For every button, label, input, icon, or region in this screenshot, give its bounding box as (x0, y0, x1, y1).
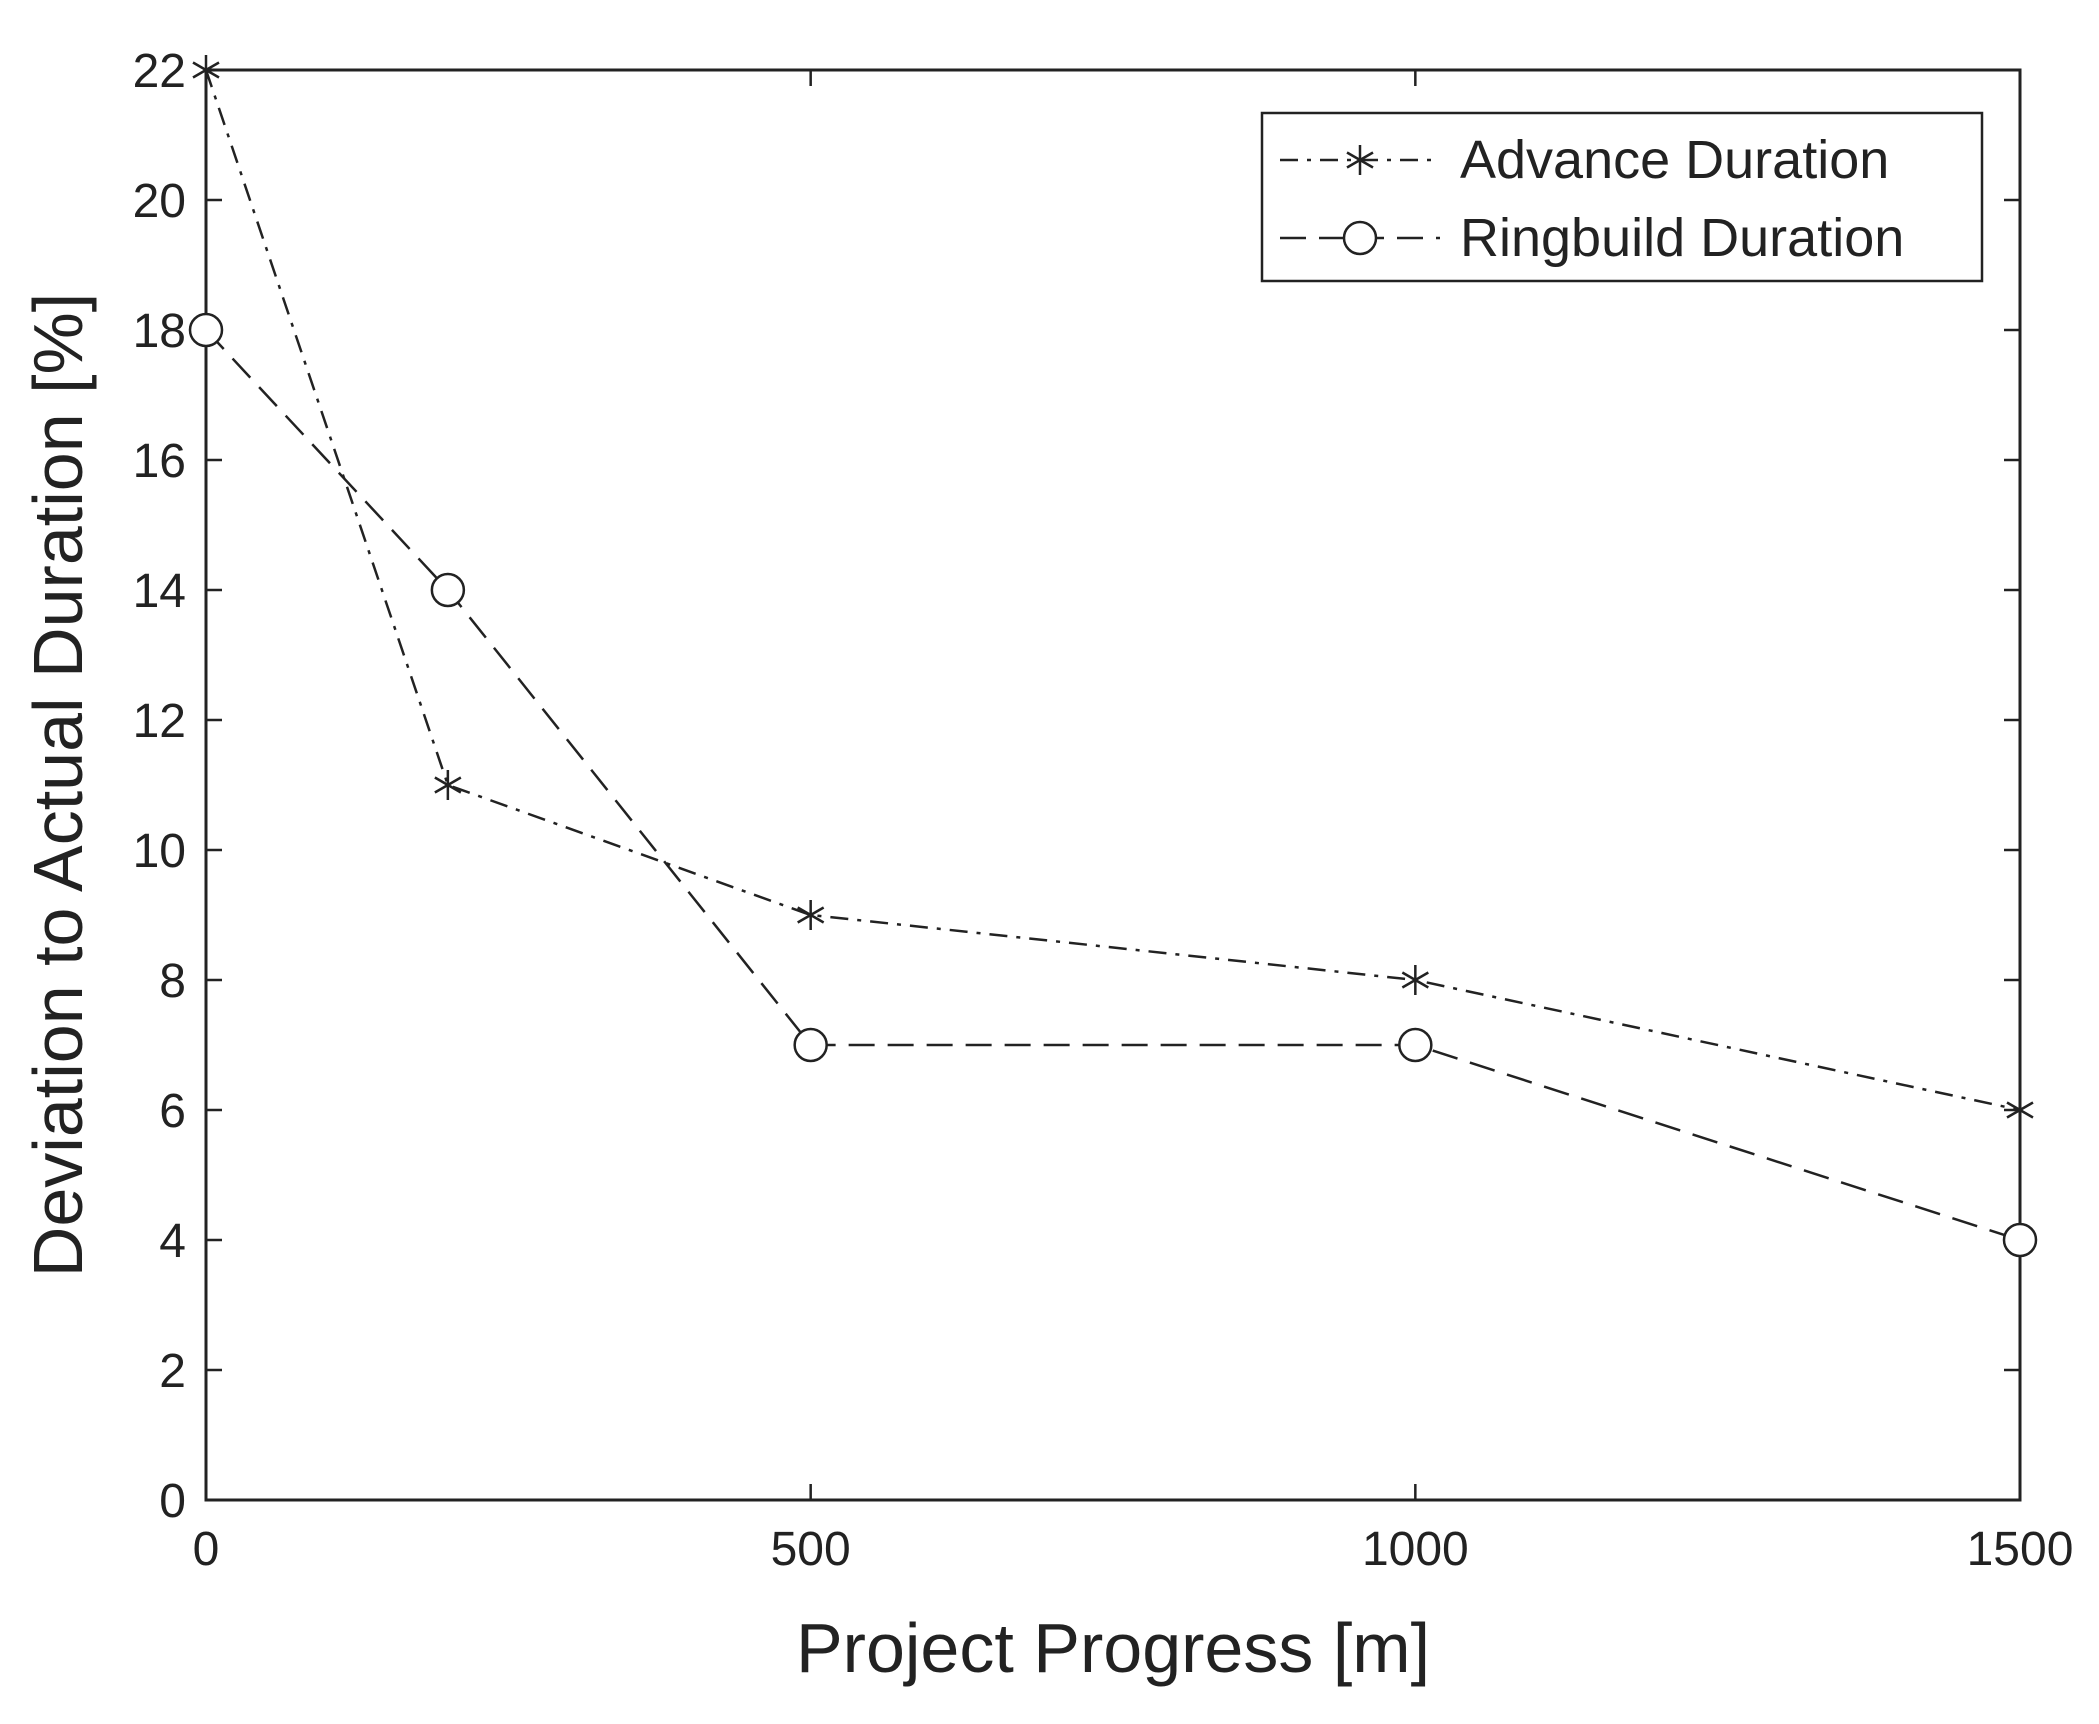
y-axis-label: Deviation to Actual Duration [%] (19, 293, 97, 1277)
legend: Advance Duration Ringbuild Duration (1260, 111, 1984, 283)
asterisk-marker-icon (1346, 145, 1374, 175)
asterisk-data-point (2006, 1095, 2034, 1125)
circle-data-point (188, 312, 224, 348)
y-tick-label: 4 (159, 1215, 186, 1268)
x-tick-label: 1000 (1362, 1523, 1469, 1576)
y-tick-label: 10 (133, 825, 186, 878)
circle-data-point (793, 1027, 828, 1063)
plot-area (204, 68, 2022, 1502)
legend-entry-ringbuild-duration: Ringbuild Duration (1280, 208, 1904, 268)
asterisk-data-point (434, 770, 462, 800)
x-tick-label: 0 (193, 1523, 220, 1576)
asterisk-data-point (1401, 965, 1429, 995)
circle-data-point (430, 572, 466, 608)
asterisk-data-point (192, 55, 220, 85)
y-tick-label: 12 (133, 695, 186, 748)
legend-label-advance: Advance Duration (1460, 130, 1889, 190)
y-tick-label: 22 (133, 45, 186, 98)
y-tick-label: 20 (133, 175, 186, 228)
y-tick-label: 0 (159, 1475, 186, 1528)
circle-marker-icon (1342, 220, 1378, 256)
y-tick-label: 16 (133, 435, 186, 488)
series-ringbuild-duration (188, 312, 2038, 1258)
y-tick-label: 6 (159, 1085, 186, 1138)
y-tick-label: 8 (159, 955, 186, 1008)
y-tick-label: 2 (159, 1345, 186, 1398)
axis-ticks: 0 500 1000 1500 0 2 4 6 8 10 12 14 16 18 20 22 (133, 45, 2074, 1576)
legend-entry-advance-duration: Advance Duration (1280, 130, 1889, 190)
circle-legend-marker (1342, 220, 1378, 256)
y-tick-label: 14 (133, 565, 186, 618)
x-tick-label: 1500 (1967, 1523, 2074, 1576)
x-axis-label: Project Progress [m] (796, 1609, 1430, 1687)
circle-data-point (1398, 1027, 1433, 1063)
asterisk-legend-marker (1346, 145, 1374, 175)
x-tick-label: 500 (771, 1523, 851, 1576)
asterisk-data-point (797, 900, 825, 930)
circle-data-point (2002, 1222, 2038, 1258)
series-layer (188, 55, 2038, 1258)
series-advance-duration (192, 55, 2034, 1125)
legend-box (1260, 111, 1984, 283)
y-tick-label: 18 (133, 305, 186, 358)
legend-label-ringbuild: Ringbuild Duration (1460, 208, 1904, 268)
